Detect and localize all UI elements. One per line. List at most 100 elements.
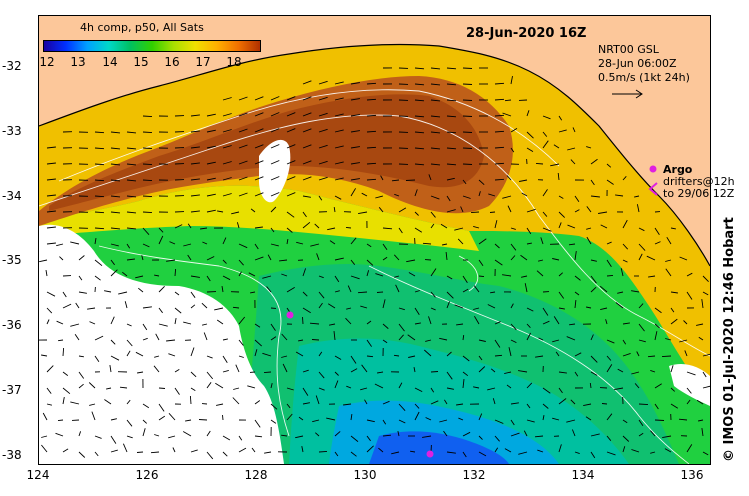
current-vector-arrow <box>558 371 567 374</box>
current-vector-arrow <box>110 259 115 266</box>
sst-map[interactable] <box>38 15 711 465</box>
current-vector-arrow <box>302 307 311 314</box>
current-vector-arrow <box>222 275 231 281</box>
current-vector-arrow <box>462 131 473 133</box>
current-vector-arrow <box>478 435 483 440</box>
current-vector-arrow <box>286 160 296 165</box>
current-vector-arrow <box>318 450 328 453</box>
current-vector-arrow <box>391 179 400 182</box>
lon-tick-label: 126 <box>135 468 159 482</box>
current-vector-arrow <box>286 387 294 391</box>
current-vector-arrow <box>346 307 352 310</box>
current-vector-arrow <box>366 98 377 101</box>
current-vector-arrow <box>478 339 486 342</box>
current-vector-arrow <box>558 211 566 218</box>
current-vector-arrow <box>238 96 248 101</box>
current-vector-arrow <box>494 220 498 229</box>
current-vector-arrow <box>670 318 678 325</box>
current-vector-arrow <box>281 273 288 277</box>
current-vector-arrow <box>622 176 627 181</box>
current-vector-arrow <box>142 211 153 214</box>
current-vector-arrow <box>298 339 304 342</box>
current-vector-arrow <box>366 270 370 277</box>
colorbar-title: 4h comp, p50, All Sats <box>80 21 204 34</box>
current-vector-arrow <box>391 451 400 455</box>
current-vector-arrow <box>270 227 275 233</box>
current-vector-arrow <box>586 236 592 245</box>
current-vector-arrow <box>62 397 65 405</box>
current-vector-arrow <box>302 221 311 229</box>
current-vector-arrow <box>312 419 320 423</box>
current-vector-arrow <box>110 211 121 214</box>
current-vector-arrow <box>110 435 117 444</box>
current-vector-arrow <box>154 434 160 437</box>
current-vector-arrow <box>430 291 436 298</box>
current-vector-arrow <box>364 399 368 405</box>
current-vector-arrow <box>334 177 344 181</box>
current-vector-arrow <box>430 223 435 229</box>
current-scale-label: 0.5m/s (1kt 24h) <box>598 71 690 84</box>
current-vector-arrow <box>238 160 248 165</box>
current-vector-arrow <box>126 339 133 347</box>
current-vector-arrow <box>350 275 360 280</box>
current-vector-arrow <box>366 243 372 248</box>
current-vector-arrow <box>206 382 212 389</box>
current-vector-arrow <box>166 339 176 342</box>
current-vector-arrow <box>232 306 240 309</box>
current-vector-arrow <box>510 76 513 85</box>
current-vector-arrow <box>558 222 562 229</box>
current-vector-arrow <box>366 445 374 453</box>
current-vector-arrow <box>599 285 608 293</box>
current-vector-arrow <box>590 451 596 459</box>
current-vector-arrow <box>281 355 288 358</box>
current-vector-arrow <box>360 305 368 309</box>
current-vector-arrow <box>126 211 137 214</box>
current-vector-arrow <box>430 400 439 405</box>
current-vector-arrow <box>302 96 312 101</box>
current-vector-arrow <box>462 163 473 165</box>
current-vector-arrow <box>414 322 421 325</box>
current-vector-arrow <box>462 451 467 458</box>
current-info-box: NRT00 GSL 28-Jun 06:00Z 0.5m/s (1kt 24h) <box>598 43 690 104</box>
current-vector-arrow <box>590 259 597 262</box>
current-vector-arrow <box>665 259 672 262</box>
current-vector-arrow <box>91 411 96 421</box>
current-vector-arrow <box>478 451 487 457</box>
colorbar-tick: 12 <box>39 55 55 69</box>
current-vector-arrow <box>696 323 704 326</box>
current-vector-arrow <box>654 403 659 410</box>
current-vector-arrow <box>286 239 289 245</box>
current-vector-arrow <box>558 387 563 394</box>
current-vector-arrow <box>510 432 520 437</box>
current-vector-arrow <box>94 355 100 363</box>
current-vector-arrow <box>286 112 296 117</box>
current-vector-arrow <box>142 337 148 341</box>
drifter-legend-line1: drifters@12h <box>663 175 735 188</box>
lat-tick-label: -33 <box>2 124 22 138</box>
current-vector-arrow <box>57 419 64 422</box>
current-vector-arrow <box>478 355 483 361</box>
current-vector-arrow <box>318 351 323 357</box>
colorbar-tick: 17 <box>195 55 211 69</box>
current-vector-arrow <box>345 317 352 325</box>
current-vector-arrow <box>106 387 112 390</box>
current-vector-arrow <box>430 67 441 70</box>
current-vector-arrow <box>329 240 336 245</box>
current-vector-arrow <box>56 243 64 247</box>
current-vector-arrow <box>510 339 517 344</box>
current-model-label: NRT00 GSL <box>598 43 659 56</box>
current-vector-arrow <box>375 273 384 277</box>
current-vector-arrow <box>345 226 352 229</box>
current-vector-arrow <box>410 450 416 453</box>
current-vector-arrow <box>222 161 232 165</box>
current-vector-arrow <box>366 320 372 325</box>
current-vector-arrow <box>552 417 560 421</box>
current-vector-arrow <box>122 443 128 453</box>
current-vector-arrow <box>361 192 368 197</box>
current-vector-arrow <box>510 323 517 331</box>
sst-field <box>39 16 710 464</box>
current-vector-arrow <box>329 323 336 326</box>
current-vector-arrow <box>414 131 425 134</box>
current-vector-arrow <box>190 291 196 298</box>
current-vector-arrow <box>686 272 693 277</box>
